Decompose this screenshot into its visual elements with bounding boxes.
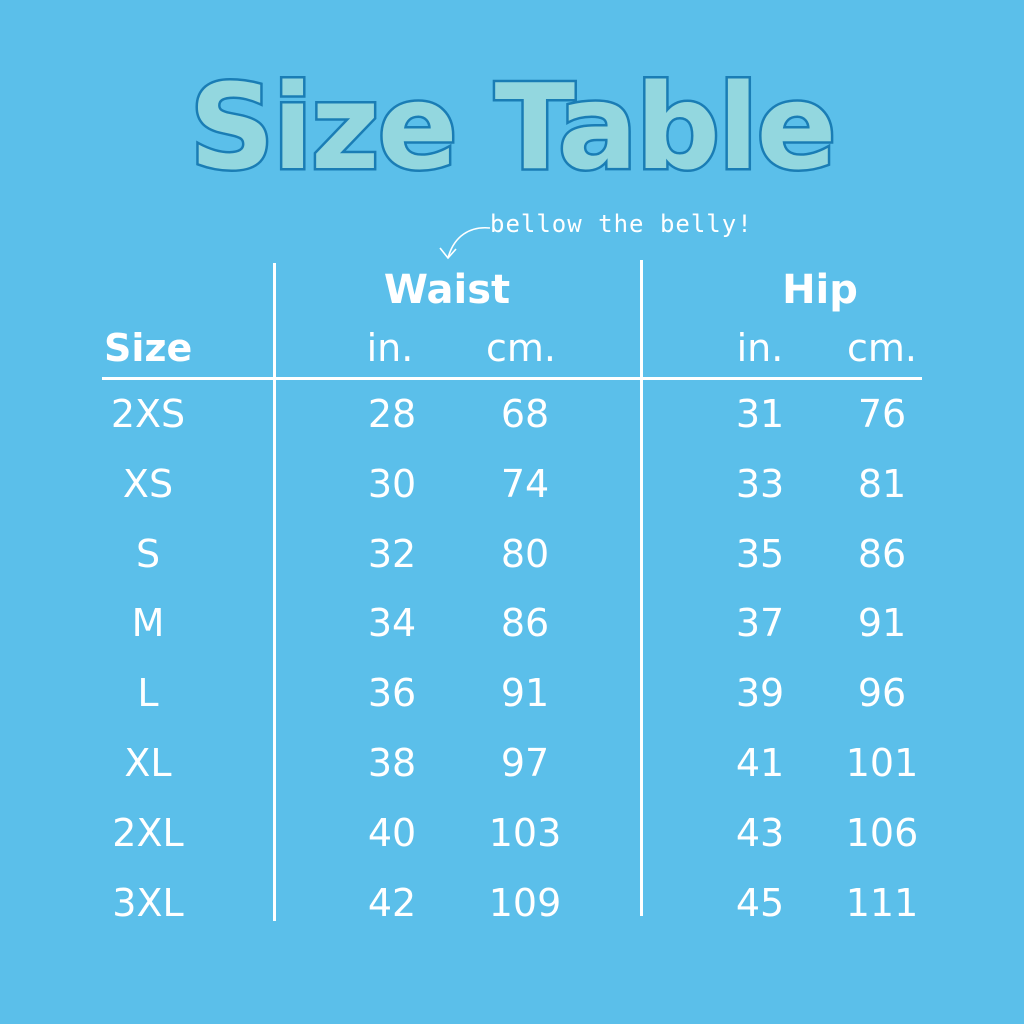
waist-header: Waist: [383, 267, 511, 313]
table-row: XS 30 74 33 81: [0, 454, 1024, 514]
table-row: M 34 86 37 91: [0, 593, 1024, 653]
cell-hip-in: 41: [735, 741, 785, 785]
cell-waist-cm: 97: [500, 741, 550, 785]
cell-waist-in: 30: [367, 461, 417, 506]
cell-hip-cm: 91: [857, 601, 907, 646]
cell-size: XS: [122, 461, 174, 506]
cell-hip-in: 39: [735, 671, 785, 716]
cell-hip-cm: 111: [845, 880, 919, 925]
waist-cm-header: cm.: [486, 326, 556, 370]
table-row: S 32 80 35 86: [0, 524, 1024, 584]
cell-waist-cm: 80: [500, 531, 550, 576]
table-row: XL 38 97 41 101: [0, 733, 1024, 793]
waist-in-header: in.: [366, 326, 414, 370]
column-divider: [273, 263, 276, 921]
cell-size: M: [131, 601, 165, 646]
cell-waist-in: 36: [367, 671, 417, 716]
cell-size: L: [137, 671, 159, 716]
hip-header: Hip: [782, 267, 858, 313]
cell-waist-cm: 68: [500, 392, 550, 436]
curved-arrow-icon: [439, 227, 491, 260]
cell-hip-cm: 106: [845, 810, 919, 855]
cell-waist-cm: 91: [500, 671, 550, 716]
hip-cm-header: cm.: [847, 326, 917, 370]
hip-in-header: in.: [736, 326, 784, 370]
header-divider: [102, 377, 922, 380]
cell-waist-in: 40: [367, 810, 417, 855]
column-divider: [640, 260, 643, 916]
cell-hip-in: 35: [735, 531, 785, 576]
cell-size: 2XL: [112, 810, 184, 855]
size-header: Size: [104, 326, 193, 370]
table-row: L 36 91 39 96: [0, 663, 1024, 723]
cell-size: S: [135, 531, 161, 576]
waist-annotation: bellow the belly!: [490, 210, 753, 238]
cell-waist-cm: 109: [488, 880, 562, 925]
table-row: 2XS 28 68 31 76: [0, 384, 1024, 444]
cell-waist-in: 38: [367, 741, 417, 785]
cell-hip-in: 43: [735, 810, 785, 855]
cell-waist-in: 42: [367, 880, 417, 925]
cell-hip-cm: 96: [857, 671, 907, 716]
cell-size: 2XS: [110, 392, 186, 436]
table-row: 2XL 40 103 43 106: [0, 803, 1024, 863]
cell-size: 3XL: [112, 880, 184, 925]
cell-waist-in: 34: [367, 601, 417, 646]
cell-waist-cm: 86: [500, 601, 550, 646]
cell-size: XL: [124, 741, 172, 785]
table-row: 3XL 42 109 45 111: [0, 873, 1024, 933]
cell-hip-cm: 76: [857, 392, 907, 436]
cell-hip-cm: 81: [857, 461, 907, 506]
cell-hip-in: 45: [735, 880, 785, 925]
cell-hip-in: 37: [735, 601, 785, 646]
cell-hip-in: 31: [735, 392, 785, 436]
cell-hip-cm: 86: [857, 531, 907, 576]
cell-waist-cm: 74: [500, 461, 550, 506]
cell-waist-in: 32: [367, 531, 417, 576]
cell-waist-in: 28: [367, 392, 417, 436]
cell-hip-in: 33: [735, 461, 785, 506]
cell-waist-cm: 103: [488, 810, 562, 855]
page-title: Size Table: [187, 56, 839, 199]
cell-hip-cm: 101: [845, 741, 919, 785]
